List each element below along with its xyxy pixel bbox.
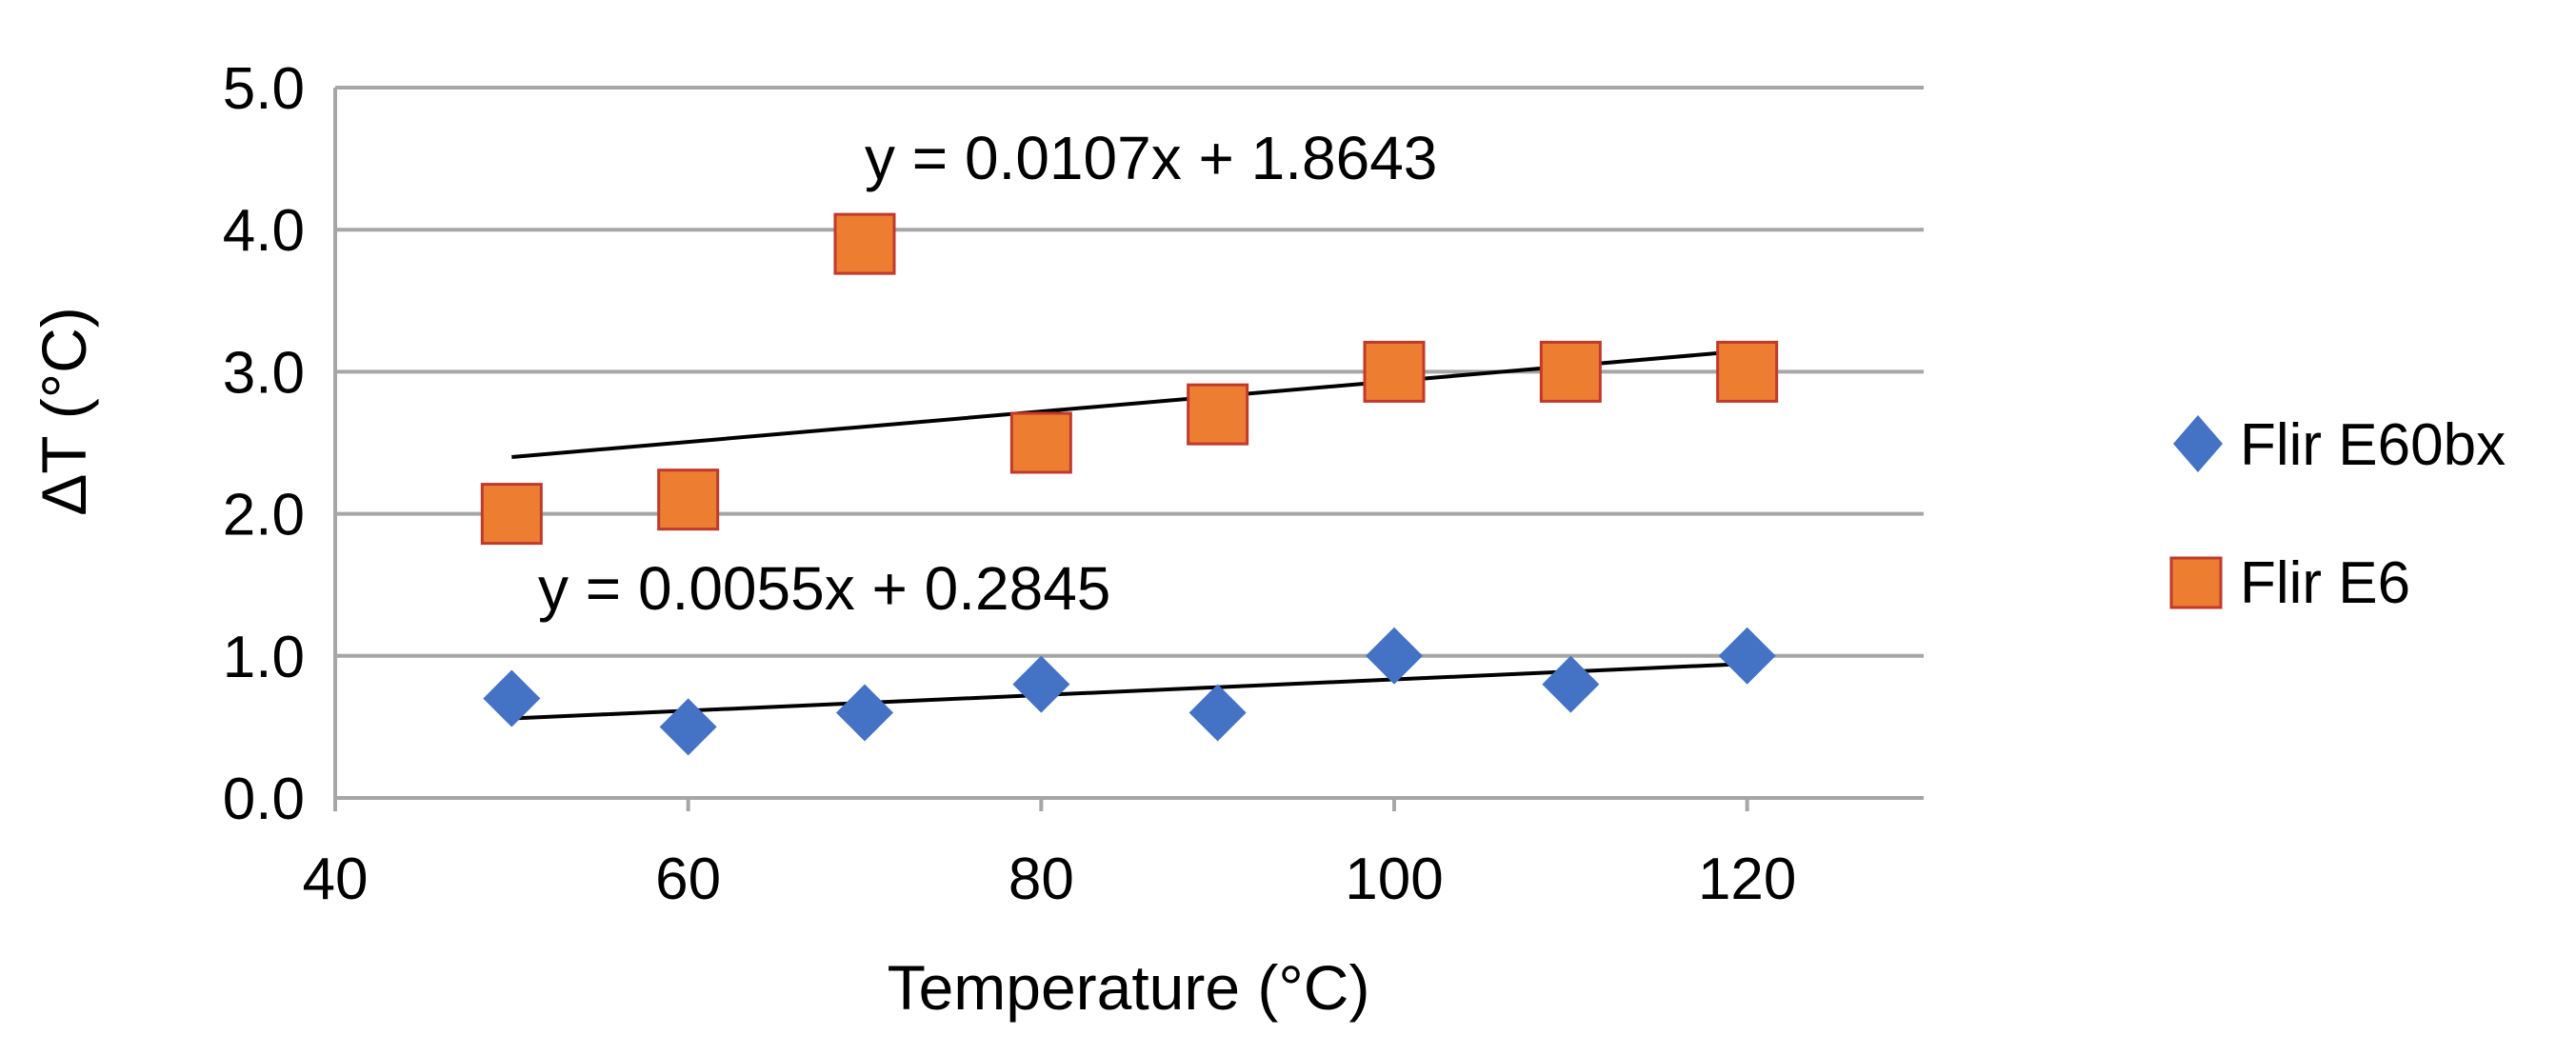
legend-item-flir-e60bx: Flir E60bx xyxy=(2173,412,2506,478)
legend-diamond-icon xyxy=(2173,415,2223,472)
data-point-flir-e6 xyxy=(833,212,896,275)
data-point-flir-e60bx xyxy=(659,698,717,756)
x-tick-label: 100 xyxy=(1345,847,1443,912)
data-point-flir-e60bx xyxy=(836,684,893,742)
data-point-flir-e60bx xyxy=(1188,684,1247,742)
data-point-flir-e60bx xyxy=(1718,627,1776,685)
x-tick-label: 60 xyxy=(655,847,721,912)
y-tick-label: 1.0 xyxy=(223,625,305,690)
legend-label-flir-e6: Flir E6 xyxy=(2240,550,2410,616)
legend-item-flir-e6: Flir E6 xyxy=(2169,550,2410,616)
data-point-flir-e6 xyxy=(1363,340,1426,403)
trendline-layer xyxy=(511,349,1747,721)
legend: Flir E60bx Flir E6 xyxy=(2169,412,2506,616)
axis-layer: 0.0 1.0 2.0 3.0 4.0 5.0 40 60 80 100 120 xyxy=(223,56,1924,912)
data-point-flir-e60bx xyxy=(1012,655,1070,713)
data-point-flir-e6 xyxy=(1187,383,1249,446)
data-point-flir-e60bx xyxy=(1366,627,1423,685)
y-tick-label: 5.0 xyxy=(223,56,305,122)
data-point-flir-e60bx xyxy=(483,669,541,727)
equation-label-flir-e6: y = 0.0107x + 1.8643 xyxy=(865,124,1437,192)
y-axis-title: ΔT (°C) xyxy=(29,307,99,516)
data-point-flir-e6 xyxy=(1009,411,1072,474)
x-tick-label: 120 xyxy=(1698,847,1796,912)
x-tick-label: 80 xyxy=(1008,847,1074,912)
legend-square-icon xyxy=(2169,556,2223,609)
marker-layer xyxy=(480,212,1779,756)
data-point-flir-e6 xyxy=(657,468,720,531)
x-tick-label: 40 xyxy=(303,847,369,912)
trendline-flir-e60bx xyxy=(511,662,1747,721)
data-point-flir-e6 xyxy=(1539,340,1602,403)
y-tick-label: 0.0 xyxy=(223,767,305,832)
y-tick-label: 4.0 xyxy=(223,198,305,264)
equation-label-flir-e60bx: y = 0.0055x + 0.2845 xyxy=(538,554,1110,623)
y-tick-label: 3.0 xyxy=(223,340,305,406)
y-tick-label: 2.0 xyxy=(223,483,305,548)
data-point-flir-e6 xyxy=(480,483,543,546)
legend-label-flir-e60bx: Flir E60bx xyxy=(2240,412,2506,478)
x-axis-title: Temperature (°C) xyxy=(888,952,1370,1023)
data-point-flir-e6 xyxy=(1716,340,1779,403)
data-point-flir-e60bx xyxy=(1542,655,1600,713)
